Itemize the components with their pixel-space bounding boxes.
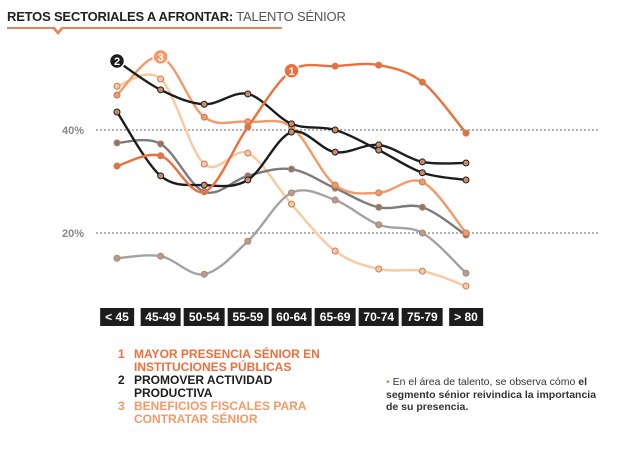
- legend-item: 1 MAYOR PRESENCIA SÉNIOR EN INSTITUCIONES…: [118, 348, 334, 374]
- series-label: 2: [114, 56, 120, 68]
- legend-number: 1: [118, 347, 125, 361]
- data-point: [200, 270, 208, 278]
- data-point: [418, 78, 426, 86]
- x-tick-label: > 80: [449, 308, 483, 326]
- data-point: [113, 162, 121, 170]
- series-label-badge: [108, 52, 126, 70]
- data-point: [462, 282, 470, 290]
- data-point: [244, 123, 252, 131]
- title-bold: RETOS SECTORIALES A AFRONTAR:: [7, 9, 234, 24]
- data-point: [288, 200, 295, 208]
- data-point: [462, 229, 470, 237]
- legend-text: BENEFICIOS FISCALES PARA CONTRATAR SÉNIO…: [134, 399, 307, 426]
- chart-title: RETOS SECTORIALES A AFRONTAR: TALENTO SÉ…: [7, 9, 346, 24]
- note: • En el área de talento, se observa cómo…: [386, 376, 606, 414]
- data-point: [418, 158, 426, 166]
- data-point: [157, 86, 165, 94]
- data-point: [113, 108, 121, 116]
- data-point: [157, 252, 165, 260]
- series-line: [116, 73, 467, 288]
- data-point: [157, 152, 165, 160]
- x-tick-label: < 45: [100, 308, 134, 326]
- series-line: [116, 138, 467, 237]
- data-point: [244, 149, 252, 157]
- data-point: [331, 247, 339, 255]
- data-point: [462, 159, 470, 167]
- data-point: [418, 229, 426, 237]
- data-point: [200, 188, 208, 196]
- data-point: [113, 91, 121, 99]
- title-notch: [52, 26, 64, 35]
- data-point: [157, 172, 165, 180]
- legend-item: 2 PROMOVER ACTIVIDAD PRODUCTIVA: [118, 374, 334, 400]
- data-point: [288, 128, 295, 136]
- legend-text: MAYOR PRESENCIA SÉNIOR EN INSTITUCIONES …: [134, 347, 320, 374]
- note-bullet: •: [386, 376, 390, 388]
- data-point: [200, 113, 208, 121]
- data-point: [375, 221, 383, 229]
- series-2: 2: [108, 52, 470, 184]
- data-point: [418, 178, 426, 186]
- data-point: [418, 203, 426, 211]
- data-point: [244, 90, 252, 98]
- data-point: [200, 100, 208, 108]
- data-point: [418, 267, 426, 275]
- data-point: [288, 165, 295, 173]
- series-1: 1: [113, 61, 470, 196]
- title-light: TALENTO SÉNIOR: [233, 9, 346, 24]
- series-4: [113, 108, 470, 189]
- legend-number: 3: [118, 399, 125, 413]
- data-point: [331, 196, 339, 204]
- series-label-badge: [283, 62, 300, 80]
- data-point: [375, 203, 383, 211]
- y-tick-label: 40%: [62, 125, 84, 137]
- data-point: [288, 120, 295, 128]
- note-text: En el área de talento, se observa cómo: [392, 376, 579, 388]
- data-point: [462, 269, 470, 277]
- series-5: [113, 73, 470, 290]
- x-tick-label: 45-49: [140, 308, 181, 326]
- data-point: [200, 160, 208, 168]
- data-point: [375, 61, 383, 69]
- data-point: [462, 129, 470, 137]
- x-tick-label: 55-59: [227, 308, 269, 326]
- x-tick-label: 60-64: [271, 308, 312, 326]
- series-label: 1: [288, 66, 294, 78]
- data-point: [157, 140, 165, 148]
- data-point: [113, 254, 121, 262]
- data-point: [288, 189, 295, 197]
- series-6: [113, 138, 470, 239]
- data-point: [462, 176, 470, 184]
- data-point: [244, 176, 252, 184]
- x-tick-label: 70-74: [358, 308, 400, 326]
- data-point: [200, 181, 208, 189]
- data-point: [331, 148, 339, 156]
- data-point: [113, 139, 121, 147]
- data-point: [331, 62, 339, 70]
- data-point: [375, 265, 383, 273]
- data-point: [375, 146, 383, 154]
- data-point: [375, 189, 383, 197]
- data-point: [331, 181, 339, 189]
- x-tick-label: 65-69: [314, 308, 356, 326]
- series-7: [113, 189, 470, 278]
- legend-text: PROMOVER ACTIVIDAD PRODUCTIVA: [134, 373, 273, 400]
- data-point: [113, 82, 121, 90]
- x-tick-label: 50-54: [183, 308, 225, 326]
- title-underline: [7, 27, 282, 29]
- series-label-badge: [152, 48, 169, 66]
- data-point: [418, 169, 426, 177]
- legend: 1 MAYOR PRESENCIA SÉNIOR EN INSTITUCIONES…: [118, 348, 334, 426]
- x-tick-label: 75-79: [402, 308, 443, 326]
- legend-item: 3 BENEFICIOS FISCALES PARA CONTRATAR SÉNI…: [118, 400, 334, 426]
- series-label: 3: [158, 52, 164, 64]
- data-point: [331, 126, 339, 134]
- data-point: [244, 237, 252, 245]
- legend-number: 2: [118, 373, 125, 387]
- data-point: [157, 75, 165, 83]
- note-bold: el segmento sénior reivindica la importa…: [386, 376, 597, 413]
- y-tick-label: 20%: [62, 228, 84, 240]
